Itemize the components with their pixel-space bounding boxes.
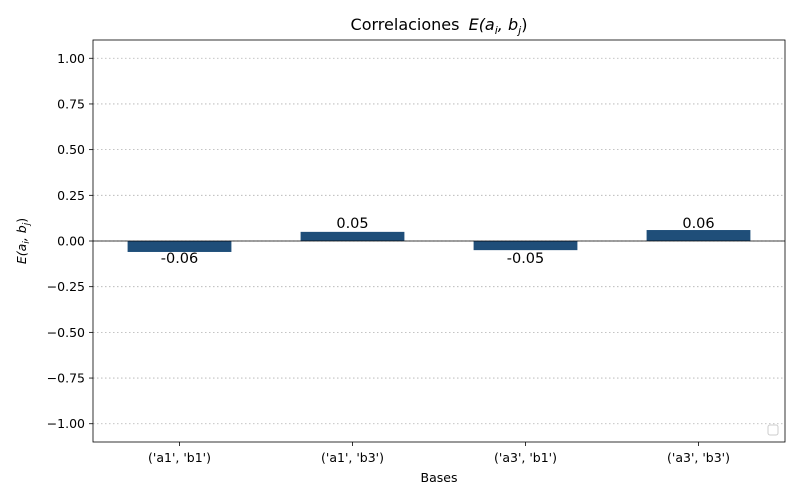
y-tick-label: 1.00 <box>57 51 85 66</box>
bar <box>127 241 232 252</box>
y-tick-label: −1.00 <box>47 416 85 431</box>
y-tick-label: 0.25 <box>57 188 85 203</box>
chart-title-math: E(a <box>469 15 495 34</box>
chart-title-text: Correlaciones <box>351 15 460 34</box>
y-tick-label: 0.00 <box>57 234 85 249</box>
x-tick-label: ('a3', 'b3') <box>667 450 730 465</box>
x-tick-label: ('a1', 'b1') <box>148 450 211 465</box>
bars <box>127 230 751 252</box>
x-tick-label: ('a3', 'b1') <box>494 450 557 465</box>
data-label: -0.05 <box>507 251 545 267</box>
bar <box>473 241 578 251</box>
y-tick-label: 0.75 <box>57 96 85 111</box>
y-tick-label: −0.75 <box>47 371 85 386</box>
y-tick-label: −0.25 <box>47 279 85 294</box>
y-axis-ticks: 1.00 0.75 0.50 0.25 0.00 −0.25 −0.50 −0.75 −1.00 <box>47 51 93 431</box>
chart-title: Correlaciones E(ai, bj) <box>351 15 528 37</box>
data-label: -0.06 <box>161 251 199 267</box>
data-label: 0.06 <box>682 216 714 232</box>
data-labels: -0.06 0.05 -0.05 0.06 <box>161 216 715 267</box>
bar <box>300 231 405 241</box>
y-tick-label: 0.50 <box>57 142 85 157</box>
data-label: 0.05 <box>336 216 368 232</box>
y-axis-title: E(ai, bj) <box>14 218 32 264</box>
legend-box <box>767 424 779 436</box>
x-axis-title: Bases <box>421 470 458 485</box>
bar <box>646 230 751 241</box>
x-axis-ticks: ('a1', 'b1') ('a1', 'b3') ('a3', 'b1') ('a3… <box>148 442 730 465</box>
y-tick-label: −0.50 <box>47 325 85 340</box>
x-tick-label: ('a1', 'b3') <box>321 450 384 465</box>
